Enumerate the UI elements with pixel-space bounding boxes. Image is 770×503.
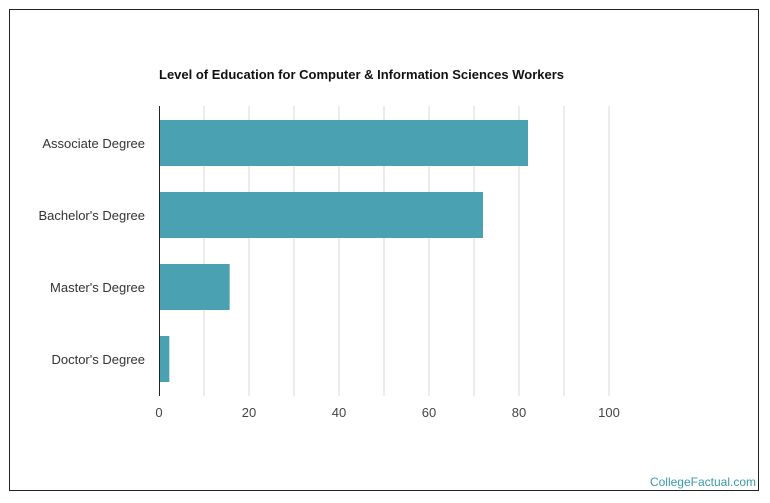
- x-tick-label: 100: [598, 405, 620, 420]
- x-tick-label: 0: [155, 405, 162, 420]
- category-label: Bachelor's Degree: [38, 208, 145, 223]
- bar-associate-degree: [159, 120, 528, 166]
- labels: Associate Degree Bachelor's Degree Master'…: [38, 136, 619, 420]
- x-tick-label: 40: [332, 405, 346, 420]
- x-tick-label: 80: [512, 405, 526, 420]
- bar-doctor-s-degree: [159, 336, 170, 382]
- bar-bachelor-s-degree: [159, 192, 483, 238]
- bar-master-s-degree: [159, 264, 230, 310]
- x-tick-label: 20: [242, 405, 256, 420]
- category-label: Master's Degree: [50, 280, 145, 295]
- chart-title: Level of Education for Computer & Inform…: [159, 67, 564, 82]
- category-label: Doctor's Degree: [51, 352, 145, 367]
- category-label: Associate Degree: [42, 136, 145, 151]
- bars: [159, 120, 528, 382]
- watermark: CollegeFactual.com: [649, 475, 756, 489]
- x-tick-label: 60: [422, 405, 436, 420]
